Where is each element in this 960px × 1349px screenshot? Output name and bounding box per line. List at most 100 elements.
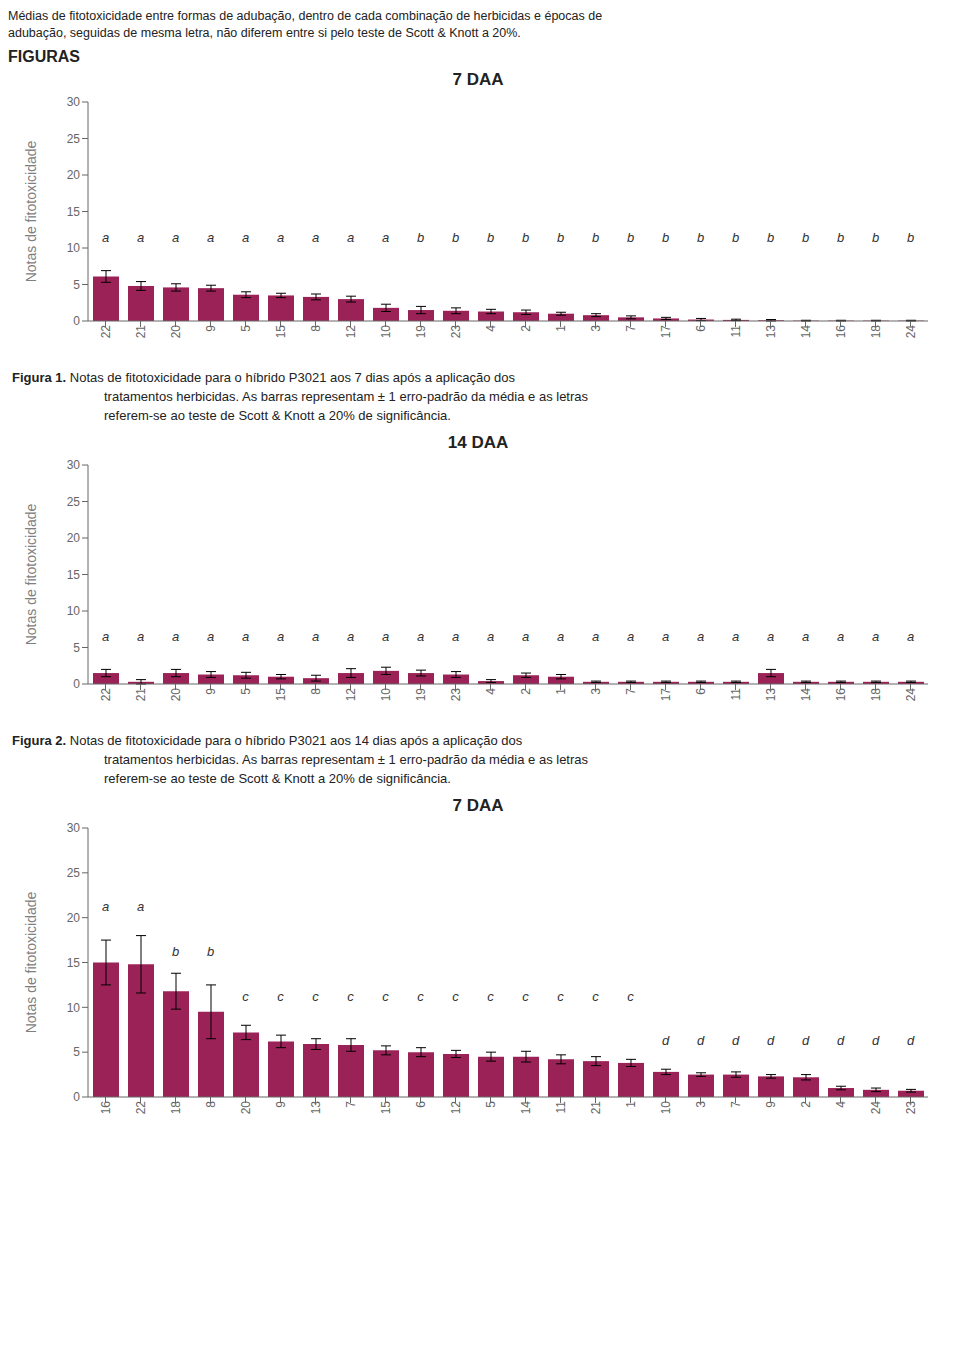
svg-text:23: 23 (449, 325, 463, 339)
svg-text:a: a (452, 629, 459, 644)
svg-text:Notas de fitotoxicidade: Notas de fitotoxicidade (23, 140, 39, 282)
svg-text:15: 15 (67, 956, 81, 970)
svg-text:16: 16 (834, 325, 848, 339)
svg-text:c: c (557, 989, 564, 1004)
svg-text:b: b (697, 230, 704, 245)
svg-text:a: a (172, 230, 179, 245)
svg-text:5: 5 (239, 688, 253, 695)
svg-text:d: d (907, 1033, 915, 1048)
svg-text:a: a (312, 230, 319, 245)
svg-text:18: 18 (869, 688, 883, 702)
svg-text:b: b (592, 230, 599, 245)
svg-text:a: a (872, 629, 879, 644)
svg-text:1: 1 (624, 1101, 638, 1108)
svg-text:c: c (312, 989, 319, 1004)
svg-text:a: a (767, 629, 774, 644)
svg-text:9: 9 (764, 1101, 778, 1108)
svg-text:10: 10 (67, 1001, 81, 1015)
svg-text:b: b (872, 230, 879, 245)
svg-text:a: a (277, 629, 284, 644)
svg-text:b: b (627, 230, 634, 245)
svg-text:15: 15 (379, 1101, 393, 1115)
svg-text:11: 11 (729, 688, 743, 701)
svg-text:a: a (837, 629, 844, 644)
svg-text:22: 22 (134, 1101, 148, 1115)
svg-text:c: c (277, 989, 284, 1004)
svg-text:5: 5 (73, 278, 80, 292)
svg-text:22: 22 (99, 325, 113, 339)
svg-text:19: 19 (414, 325, 428, 339)
svg-text:b: b (837, 230, 844, 245)
svg-text:b: b (557, 230, 564, 245)
svg-text:a: a (662, 629, 669, 644)
svg-text:d: d (872, 1033, 880, 1048)
svg-text:a: a (802, 629, 809, 644)
svg-text:5: 5 (73, 641, 80, 655)
svg-text:30: 30 (67, 458, 81, 472)
svg-text:a: a (137, 629, 144, 644)
svg-text:b: b (207, 944, 214, 959)
svg-text:16: 16 (834, 688, 848, 702)
svg-text:b: b (452, 230, 459, 245)
svg-text:a: a (522, 629, 529, 644)
svg-text:2: 2 (519, 688, 533, 695)
svg-text:18: 18 (869, 325, 883, 339)
svg-text:a: a (172, 629, 179, 644)
svg-text:a: a (697, 629, 704, 644)
svg-text:18: 18 (169, 1101, 183, 1115)
svg-text:12: 12 (344, 325, 358, 339)
svg-text:15: 15 (274, 325, 288, 339)
svg-text:5: 5 (239, 325, 253, 332)
svg-text:a: a (207, 629, 214, 644)
svg-text:11: 11 (729, 325, 743, 338)
svg-text:a: a (242, 629, 249, 644)
svg-text:c: c (452, 989, 459, 1004)
svg-text:6: 6 (694, 688, 708, 695)
svg-text:8: 8 (309, 325, 323, 332)
svg-text:21: 21 (134, 325, 148, 339)
svg-text:7: 7 (729, 1101, 743, 1108)
svg-text:5: 5 (484, 1101, 498, 1108)
svg-text:19: 19 (414, 688, 428, 702)
svg-text:a: a (627, 629, 634, 644)
svg-text:a: a (557, 629, 564, 644)
svg-text:7: 7 (344, 1101, 358, 1108)
svg-text:a: a (347, 629, 354, 644)
svg-text:a: a (137, 230, 144, 245)
svg-text:a: a (347, 230, 354, 245)
svg-text:14: 14 (799, 325, 813, 339)
svg-text:30: 30 (67, 95, 81, 109)
svg-text:Notas de fitotoxicidade: Notas de fitotoxicidade (23, 891, 39, 1033)
svg-text:0: 0 (73, 314, 80, 328)
svg-text:4: 4 (834, 1101, 848, 1108)
svg-text:6: 6 (414, 1101, 428, 1108)
svg-text:a: a (102, 629, 109, 644)
svg-text:14: 14 (799, 688, 813, 702)
svg-text:c: c (487, 989, 494, 1004)
svg-text:b: b (907, 230, 914, 245)
svg-text:a: a (732, 629, 739, 644)
svg-text:24: 24 (869, 1101, 883, 1115)
svg-text:20: 20 (67, 168, 81, 182)
svg-text:a: a (382, 629, 389, 644)
svg-text:25: 25 (67, 132, 81, 146)
svg-text:b: b (802, 230, 809, 245)
svg-text:30: 30 (67, 821, 81, 835)
svg-text:12: 12 (344, 688, 358, 702)
svg-text:10: 10 (659, 1101, 673, 1115)
svg-text:15: 15 (274, 688, 288, 702)
svg-text:c: c (592, 989, 599, 1004)
svg-text:9: 9 (274, 1101, 288, 1108)
svg-text:2: 2 (799, 1101, 813, 1108)
svg-text:6: 6 (694, 325, 708, 332)
svg-text:25: 25 (67, 866, 81, 880)
svg-text:4: 4 (484, 688, 498, 695)
svg-text:20: 20 (169, 325, 183, 339)
svg-text:d: d (697, 1033, 705, 1048)
svg-text:15: 15 (67, 568, 81, 582)
svg-text:12: 12 (449, 1101, 463, 1115)
svg-text:c: c (522, 989, 529, 1004)
svg-text:17: 17 (659, 325, 673, 339)
svg-text:b: b (417, 230, 424, 245)
svg-text:13: 13 (764, 325, 778, 339)
